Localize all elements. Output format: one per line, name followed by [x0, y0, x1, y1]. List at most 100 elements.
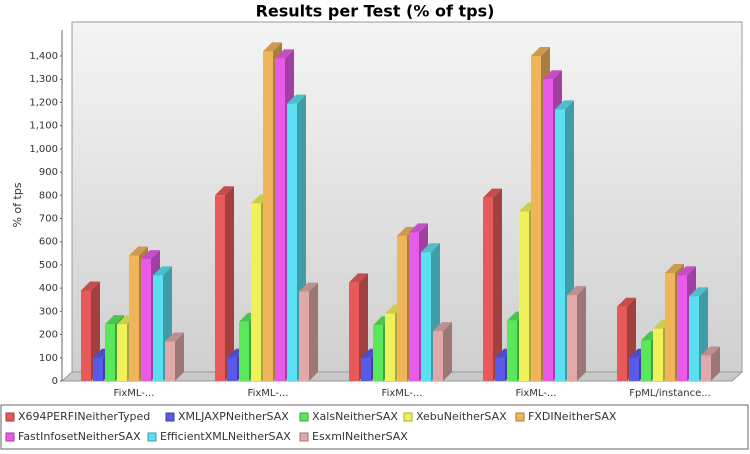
bar-top: [677, 266, 696, 276]
bar-front: [397, 235, 407, 381]
legend-swatch: [299, 412, 309, 422]
bar-front: [409, 232, 419, 381]
bar-top: [81, 281, 100, 291]
y-tick-label: 300: [39, 306, 58, 317]
bar-top: [349, 273, 368, 283]
bar-top: [165, 332, 184, 342]
bar-top: [421, 243, 440, 253]
y-tick-label: 1,300: [29, 74, 58, 85]
y-tick-label: 1,400: [29, 51, 58, 62]
y-tick-label: 100: [39, 353, 58, 364]
bar-front: [519, 211, 529, 381]
x-tick-label: FixML-...: [248, 388, 289, 399]
bar-top: [263, 42, 282, 52]
legend-label: FastInfosetNeitherSAX: [18, 430, 141, 443]
bar-front: [373, 325, 383, 381]
bar-front: [227, 357, 237, 381]
bar-top: [215, 186, 234, 196]
bar-top: [567, 286, 586, 296]
bar-side: [309, 282, 318, 381]
bar-top: [141, 250, 160, 260]
bar: [215, 186, 234, 381]
bar-front: [483, 197, 493, 381]
bar-front: [299, 291, 309, 381]
bar-front: [239, 321, 249, 381]
legend-swatch: [515, 412, 525, 422]
bar: [567, 286, 586, 381]
bar-front: [93, 357, 103, 381]
x-tick-label: FixML-...: [382, 388, 423, 399]
legend-label: EsxmlNeitherSAX: [312, 430, 408, 443]
bar-front: [677, 275, 687, 381]
bar-front: [433, 331, 443, 381]
bar: [701, 346, 720, 381]
legend-swatch: [299, 432, 309, 442]
bar-front: [141, 259, 151, 381]
chart-title: Results per Test (% of tps): [256, 2, 495, 21]
bar-front: [543, 79, 553, 381]
bar-front: [507, 320, 517, 381]
bar-front: [531, 56, 541, 381]
y-tick-label: 500: [39, 260, 58, 271]
legend-swatch: [5, 432, 15, 442]
bar-side: [577, 286, 586, 381]
bar-front: [287, 103, 297, 381]
bar-front: [275, 58, 285, 381]
bar: [299, 282, 318, 381]
y-tick-label: 400: [39, 283, 58, 294]
y-tick-label: 1,000: [29, 144, 58, 155]
bar-front: [165, 341, 175, 381]
bar-top: [701, 346, 720, 356]
legend-swatch: [147, 432, 157, 442]
x-tick-label: FpML/instance...: [629, 388, 711, 399]
legend-label: FXDINeitherSAX: [528, 410, 617, 423]
bar-top: [275, 49, 294, 59]
legend-swatch: [403, 412, 413, 422]
bar-front: [263, 51, 273, 381]
legend-label: XebuNeitherSAX: [416, 410, 507, 423]
legend-label: EfficientXMLNeitherSAX: [160, 430, 291, 443]
bar-top: [105, 315, 124, 325]
bar-top: [299, 282, 318, 292]
legend: [0, 404, 749, 450]
bar: [483, 188, 502, 381]
x-tick-label: FixML-...: [114, 388, 155, 399]
y-axis-title: % of tps: [11, 182, 24, 227]
bar-top: [531, 47, 550, 56]
bar-front: [349, 282, 359, 381]
bar-front: [105, 324, 115, 381]
bar-front: [251, 203, 261, 381]
bar-front: [129, 255, 139, 381]
bar-front: [701, 355, 711, 381]
y-tick-label: 1,200: [29, 97, 58, 108]
legend-label: X694PERFINeitherTyped: [18, 410, 150, 423]
bar-side: [443, 322, 452, 381]
bar-front: [117, 324, 127, 381]
bar-top: [665, 264, 684, 274]
bar-top: [433, 322, 452, 332]
bar: [433, 322, 452, 381]
y-tick-label: 600: [39, 237, 58, 248]
bar-front: [641, 340, 651, 381]
bar-front: [567, 295, 577, 381]
bar-top: [129, 246, 148, 256]
bar-front: [617, 306, 627, 381]
y-tick-label: 200: [39, 330, 58, 341]
bar-side: [493, 188, 502, 381]
legend-label: XalsNeitherSAX: [312, 410, 398, 423]
bar-side: [225, 186, 234, 381]
bar-top: [287, 94, 306, 104]
x-tick-label: FixML-...: [516, 388, 557, 399]
bar-top: [483, 188, 502, 198]
bar-front: [555, 109, 565, 382]
bar-top: [543, 70, 562, 80]
bar-front: [81, 290, 91, 381]
legend-label: XMLJAXPNeitherSAX: [178, 410, 289, 423]
bar-front: [215, 195, 225, 381]
bar-front: [689, 296, 699, 381]
bar-top: [409, 223, 428, 233]
bar-top: [617, 297, 636, 307]
bar-side: [175, 332, 184, 381]
